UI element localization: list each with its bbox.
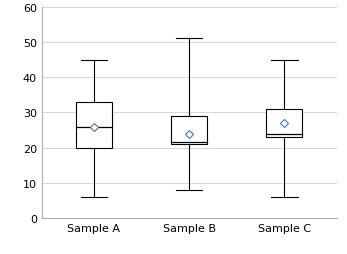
- Bar: [76, 102, 112, 148]
- Bar: [171, 117, 207, 145]
- Bar: [266, 109, 302, 138]
